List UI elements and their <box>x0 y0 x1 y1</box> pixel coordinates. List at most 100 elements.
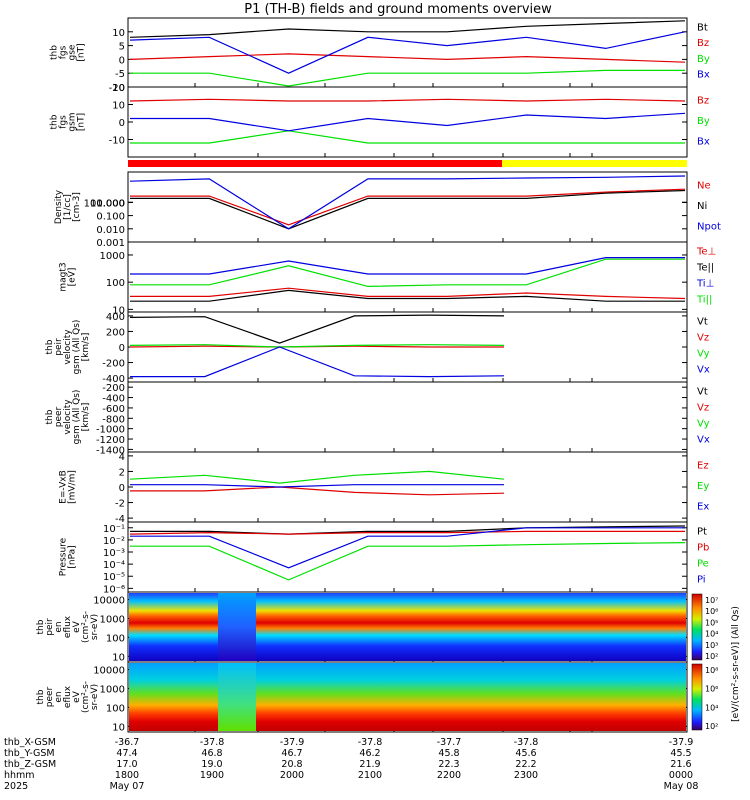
y-tick-label: 10 <box>112 722 125 733</box>
series-line-ex <box>130 484 504 488</box>
y-tick-label: -2 <box>115 499 125 510</box>
series-line-bz <box>129 98 686 102</box>
y-tick-label: -5 <box>115 69 125 80</box>
y-tick-label: -200 <box>102 359 125 370</box>
legend-label: Pt <box>697 527 707 538</box>
axis-cell-z: 19.0 <box>201 759 222 770</box>
y-tick-label: -4 <box>115 514 125 525</box>
axis-cell-d: May 07 <box>110 781 145 792</box>
y-axis-label: E=-VxB <box>59 470 69 504</box>
legend-label: Npot <box>697 222 721 233</box>
y-tick-label: 1000 <box>100 684 125 695</box>
axis-cell-y: 46.8 <box>201 748 222 759</box>
y-tick-label: 100 <box>106 703 125 714</box>
axis-cell-z: 22.3 <box>438 759 459 770</box>
series-line-pi <box>130 527 685 569</box>
y-axis-label: peir <box>54 338 64 356</box>
series-line-pb <box>129 530 685 535</box>
axis-row-label: thb_X-GSM <box>4 737 56 748</box>
legend-label: By <box>697 54 710 65</box>
axis-cell-t: 0000 <box>669 770 693 781</box>
series-line-te <box>130 289 685 302</box>
y-axis-label: magt3 <box>59 262 69 291</box>
y-axis-label: thb <box>50 114 60 129</box>
y-tick-label: 10 <box>112 28 125 39</box>
colorbar-tick-label: 10⁷ <box>705 596 718 605</box>
colorbar-tick-label: 10⁸ <box>705 666 718 675</box>
y-axis-label: velocity <box>63 399 73 435</box>
legend-label: Vz <box>697 403 709 414</box>
series-line-bt <box>129 20 686 38</box>
legend-label: Bx <box>697 137 710 148</box>
series-line-ti <box>130 258 685 288</box>
y-tick-label: 10⁻¹ <box>103 524 125 535</box>
series-line-ez <box>130 486 505 496</box>
panel-fgs_gsm: 20 10 0 -10 thb fgs gsm [nT] Bz By Bx <box>50 83 710 158</box>
legend-label: Te⊥ <box>696 247 716 258</box>
colorbar-label: [eV/(cm²-s-sr-eV)] (All Qs) <box>731 606 741 722</box>
y-axis-label: [nPa] <box>68 545 78 568</box>
series-line-vy <box>129 344 505 348</box>
axis-cell-x: -37.8 <box>358 737 383 748</box>
axis-cell-z: 21.9 <box>359 759 380 770</box>
axis-cell-z: 22.2 <box>515 759 536 770</box>
axis-cell-x: -37.8 <box>200 737 225 748</box>
y-tick-label: 10⁻³ <box>103 548 125 559</box>
axis-cell-z: 17.0 <box>116 759 137 770</box>
panel-pressure: 10⁻¹10⁻²10⁻³10⁻⁴10⁻⁵10⁻⁶ Pressure [nPa] Pt P… <box>59 521 709 595</box>
legend-label: Vz <box>697 333 709 344</box>
y-axis-label: gsm <box>68 112 78 131</box>
legend-label: Vt <box>697 317 708 328</box>
y-tick-label: 10 <box>112 305 125 316</box>
legend-label: Ez <box>697 460 709 471</box>
y-axis-label: (cm²-s- <box>81 611 91 643</box>
y-axis-label: Pressure <box>59 537 69 576</box>
y-tick-label: 1.000 <box>96 198 125 209</box>
y-tick-label: -1000 <box>96 425 125 436</box>
y-tick-label: 0.100 <box>96 212 125 223</box>
y-tick-label: 10.000 <box>90 198 125 209</box>
colorbar-tick-label: 10⁶ <box>705 685 718 694</box>
colorbar-tick-label: 10² <box>705 722 718 731</box>
legend-label: By <box>697 116 710 127</box>
colorbar-tick-label: 10⁴ <box>705 703 718 712</box>
legend-label: Te|| <box>696 263 714 274</box>
y-tick-label: 20 <box>112 83 125 94</box>
y-tick-label: 10⁻² <box>103 536 125 547</box>
panel-peir_velocity: 400 200 0 -200 -400 thb peir velocity gsm (All Q… <box>45 311 710 385</box>
chart-title: P1 (TH-B) fields and ground moments over… <box>244 2 552 17</box>
legend-label: Pe <box>697 559 709 570</box>
panel-temperature: 1000 100 10 magt3 [eV] Te⊥ Te|| Ti⊥ Ti|| <box>59 241 716 316</box>
y-axis-label: peer <box>45 686 55 707</box>
series-line-bx <box>130 112 686 132</box>
y-tick-label: 0 <box>119 55 125 66</box>
y-axis-label: sr-eV) <box>90 614 100 640</box>
y-axis-label: thb <box>45 409 55 424</box>
axis-cell-y: 45.6 <box>515 748 536 759</box>
axis-row-label: hhmm <box>4 770 35 781</box>
y-axis-label: [cm-3] <box>72 192 82 222</box>
legend-label: Ne <box>697 180 711 191</box>
axis-cell-z: 21.6 <box>670 759 691 770</box>
axis-cell-y: 45.8 <box>438 748 459 759</box>
axis-row-label: thb_Z-GSM <box>4 759 56 770</box>
axis-cell-d: May 08 <box>664 781 699 792</box>
y-axis-label: gsm (All Qs) <box>72 390 82 445</box>
axis-row-label: thb_Y-GSM <box>4 748 55 759</box>
y-tick-label: 0.010 <box>96 225 125 236</box>
spectrogram-image <box>129 663 686 731</box>
y-tick-label: -10 <box>109 136 125 147</box>
y-tick-label: 10000 <box>93 596 125 607</box>
series-line-ni <box>130 189 686 230</box>
y-tick-label: -400 <box>102 394 125 405</box>
y-axis-label: thb <box>36 619 46 634</box>
y-axis-label: eflux <box>63 615 73 638</box>
colorbar-tick-label: 10⁵ <box>705 618 718 627</box>
series-line-by <box>130 130 685 144</box>
series-line-vt <box>129 314 505 344</box>
legend-label: Ni <box>697 201 707 212</box>
y-axis-label: peir <box>45 618 55 636</box>
panel-fgs_gse: 10 5 0 -5 -10 thb fgs gse [nT] Bt Bz By Bx <box>50 17 710 94</box>
y-tick-label: 100.000 <box>84 198 125 209</box>
